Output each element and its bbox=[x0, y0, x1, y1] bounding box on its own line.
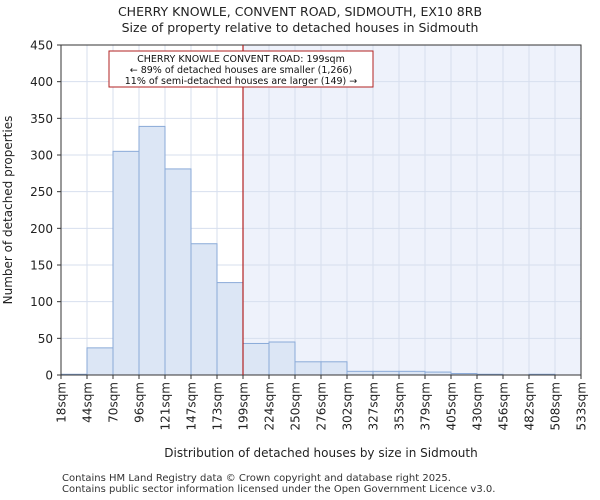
x-tick-label-302sqm: 302sqm bbox=[341, 382, 355, 430]
y-tick-label-3: 150 bbox=[30, 259, 53, 273]
annotation-line-3: 11% of semi-detached houses are larger (… bbox=[125, 76, 358, 87]
bar-302sqm bbox=[346, 370, 374, 376]
y-tick-label-4: 200 bbox=[30, 222, 53, 236]
x-tick-label-121sqm: 121sqm bbox=[159, 382, 173, 430]
bar-250sqm bbox=[294, 361, 322, 376]
y-tick-label-2: 100 bbox=[30, 295, 53, 309]
footer-line-2: Contains public sector information licen… bbox=[62, 484, 496, 495]
x-tick-label-533sqm: 533sqm bbox=[575, 382, 589, 430]
bar-96sqm bbox=[138, 125, 166, 376]
bar-276sqm bbox=[320, 361, 348, 376]
footer-line-1: Contains HM Land Registry data © Crown c… bbox=[62, 473, 451, 484]
y-axis-label: Number of detached properties bbox=[1, 116, 15, 305]
bar-199sqm bbox=[242, 342, 270, 376]
x-axis-label: Distribution of detached houses by size … bbox=[164, 446, 477, 460]
y-tick-label-5: 250 bbox=[30, 185, 53, 199]
bar-121sqm bbox=[164, 168, 192, 376]
annotation-line-1: CHERRY KNOWLE CONVENT ROAD: 199sqm bbox=[137, 54, 345, 65]
y-tick-label-9: 450 bbox=[30, 39, 53, 53]
annotation-line-2: ← 89% of detached houses are smaller (1,… bbox=[130, 65, 353, 76]
x-tick-label-44sqm: 44sqm bbox=[81, 382, 95, 423]
y-tick-label-7: 350 bbox=[30, 112, 53, 126]
bar-327sqm bbox=[372, 370, 400, 376]
x-tick-label-199sqm: 199sqm bbox=[237, 382, 251, 430]
x-tick-label-70sqm: 70sqm bbox=[107, 382, 121, 423]
x-tick-label-276sqm: 276sqm bbox=[315, 382, 329, 430]
bar-173sqm bbox=[216, 282, 244, 376]
x-tick-label-250sqm: 250sqm bbox=[289, 382, 303, 430]
bar-70sqm bbox=[112, 150, 140, 376]
x-tick-label-147sqm: 147sqm bbox=[185, 382, 199, 430]
x-tick-label-508sqm: 508sqm bbox=[549, 382, 563, 430]
x-tick-label-18sqm: 18sqm bbox=[55, 382, 69, 423]
x-tick-label-224sqm: 224sqm bbox=[263, 382, 277, 430]
y-tick-label-6: 300 bbox=[30, 149, 53, 163]
x-tick-label-96sqm: 96sqm bbox=[133, 382, 147, 423]
x-tick-label-456sqm: 456sqm bbox=[497, 382, 511, 430]
bar-44sqm bbox=[86, 347, 114, 376]
x-tick-label-353sqm: 353sqm bbox=[393, 382, 407, 430]
bar-353sqm bbox=[398, 370, 426, 376]
x-tick-label-379sqm: 379sqm bbox=[419, 382, 433, 430]
x-tick-label-173sqm: 173sqm bbox=[211, 382, 225, 430]
x-tick-label-482sqm: 482sqm bbox=[523, 382, 537, 430]
y-tick-label-8: 400 bbox=[30, 75, 53, 89]
x-tick-label-327sqm: 327sqm bbox=[367, 382, 381, 430]
annotation-box bbox=[108, 50, 374, 88]
y-tick-label-0: 0 bbox=[45, 369, 53, 383]
y-tick-label-1: 50 bbox=[38, 332, 53, 346]
x-tick-label-430sqm: 430sqm bbox=[471, 382, 485, 430]
chart-subtitle: Size of property relative to detached ho… bbox=[121, 20, 479, 35]
x-tick-label-405sqm: 405sqm bbox=[445, 382, 459, 430]
chart-title: CHERRY KNOWLE, CONVENT ROAD, SIDMOUTH, E… bbox=[117, 4, 483, 19]
highlight-region bbox=[243, 45, 581, 375]
bar-147sqm bbox=[190, 243, 218, 376]
bar-224sqm bbox=[268, 341, 296, 376]
